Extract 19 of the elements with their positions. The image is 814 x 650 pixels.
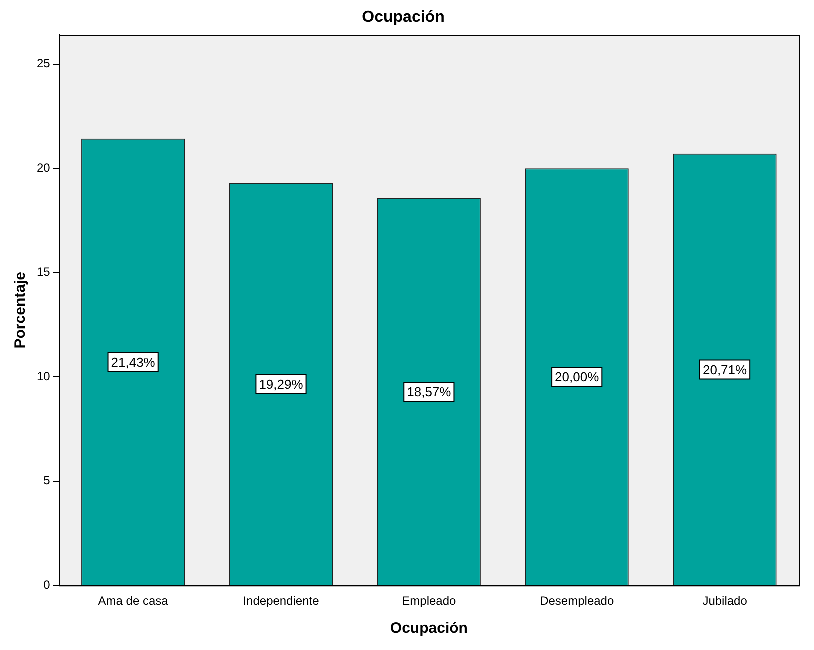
data-label: 19,29%: [259, 377, 304, 392]
x-tick-label: Independiente: [243, 594, 320, 608]
x-tick-label: Empleado: [402, 594, 457, 608]
y-tick-label: 20: [36, 160, 51, 175]
data-label: 20,71%: [702, 362, 748, 378]
x-tick-label: Ama de casa: [98, 594, 169, 608]
y-tick-label: 10: [36, 369, 51, 384]
x-axis-title: Ocupación: [390, 620, 468, 638]
y-tick-label: 0: [44, 578, 51, 592]
chart-title: Ocupación: [362, 9, 445, 26]
y-tick-label: 25: [36, 56, 51, 71]
x-tick-label: Desempleado: [540, 594, 614, 608]
data-label: 20,00%: [555, 370, 600, 385]
x-tick-label: Jubilado: [702, 594, 748, 608]
y-tick-label: 5: [44, 474, 51, 488]
data-label: 18,57%: [407, 384, 452, 400]
data-label: 21,43%: [111, 354, 156, 370]
y-tick-label: 15: [36, 265, 51, 280]
y-axis-title: Porcentaje: [12, 272, 30, 349]
